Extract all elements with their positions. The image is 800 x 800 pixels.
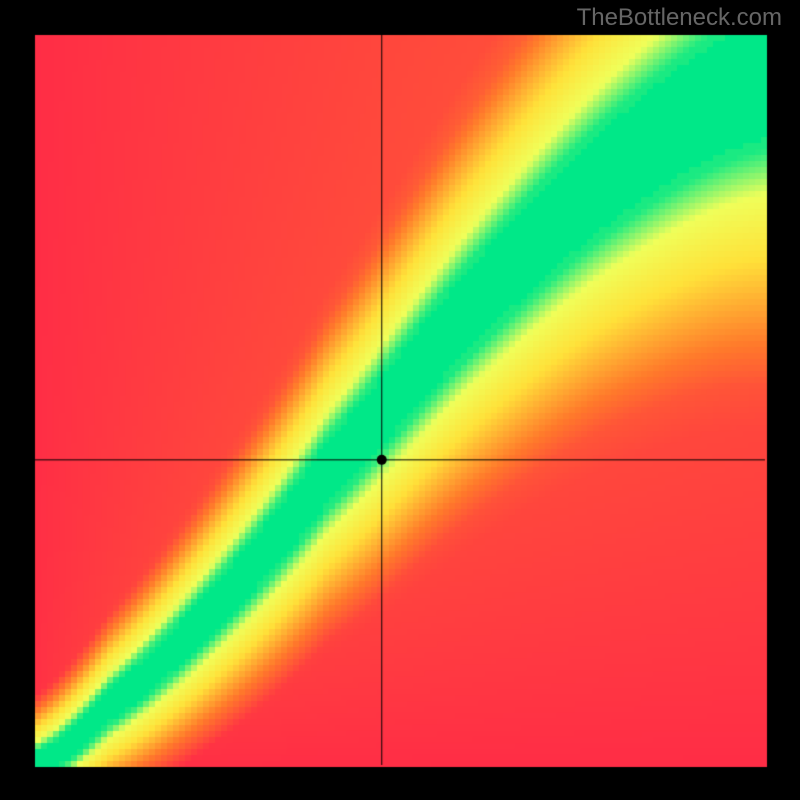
- bottleneck-heatmap: [0, 0, 800, 800]
- chart-container: TheBottleneck.com: [0, 0, 800, 800]
- watermark-text: TheBottleneck.com: [577, 4, 782, 32]
